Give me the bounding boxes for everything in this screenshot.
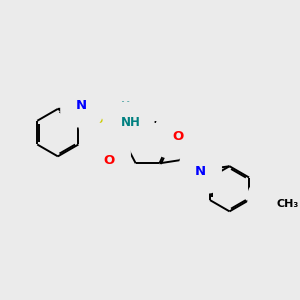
Text: NH: NH	[121, 116, 140, 129]
Text: N: N	[171, 130, 182, 143]
Text: O: O	[263, 197, 275, 210]
Text: O: O	[172, 130, 184, 142]
Text: H: H	[196, 159, 205, 169]
Text: CH₃: CH₃	[276, 199, 299, 209]
Text: N: N	[195, 165, 206, 178]
Text: S: S	[94, 113, 104, 126]
Text: H: H	[121, 101, 130, 111]
Text: N: N	[76, 99, 87, 112]
Text: O: O	[104, 154, 115, 166]
